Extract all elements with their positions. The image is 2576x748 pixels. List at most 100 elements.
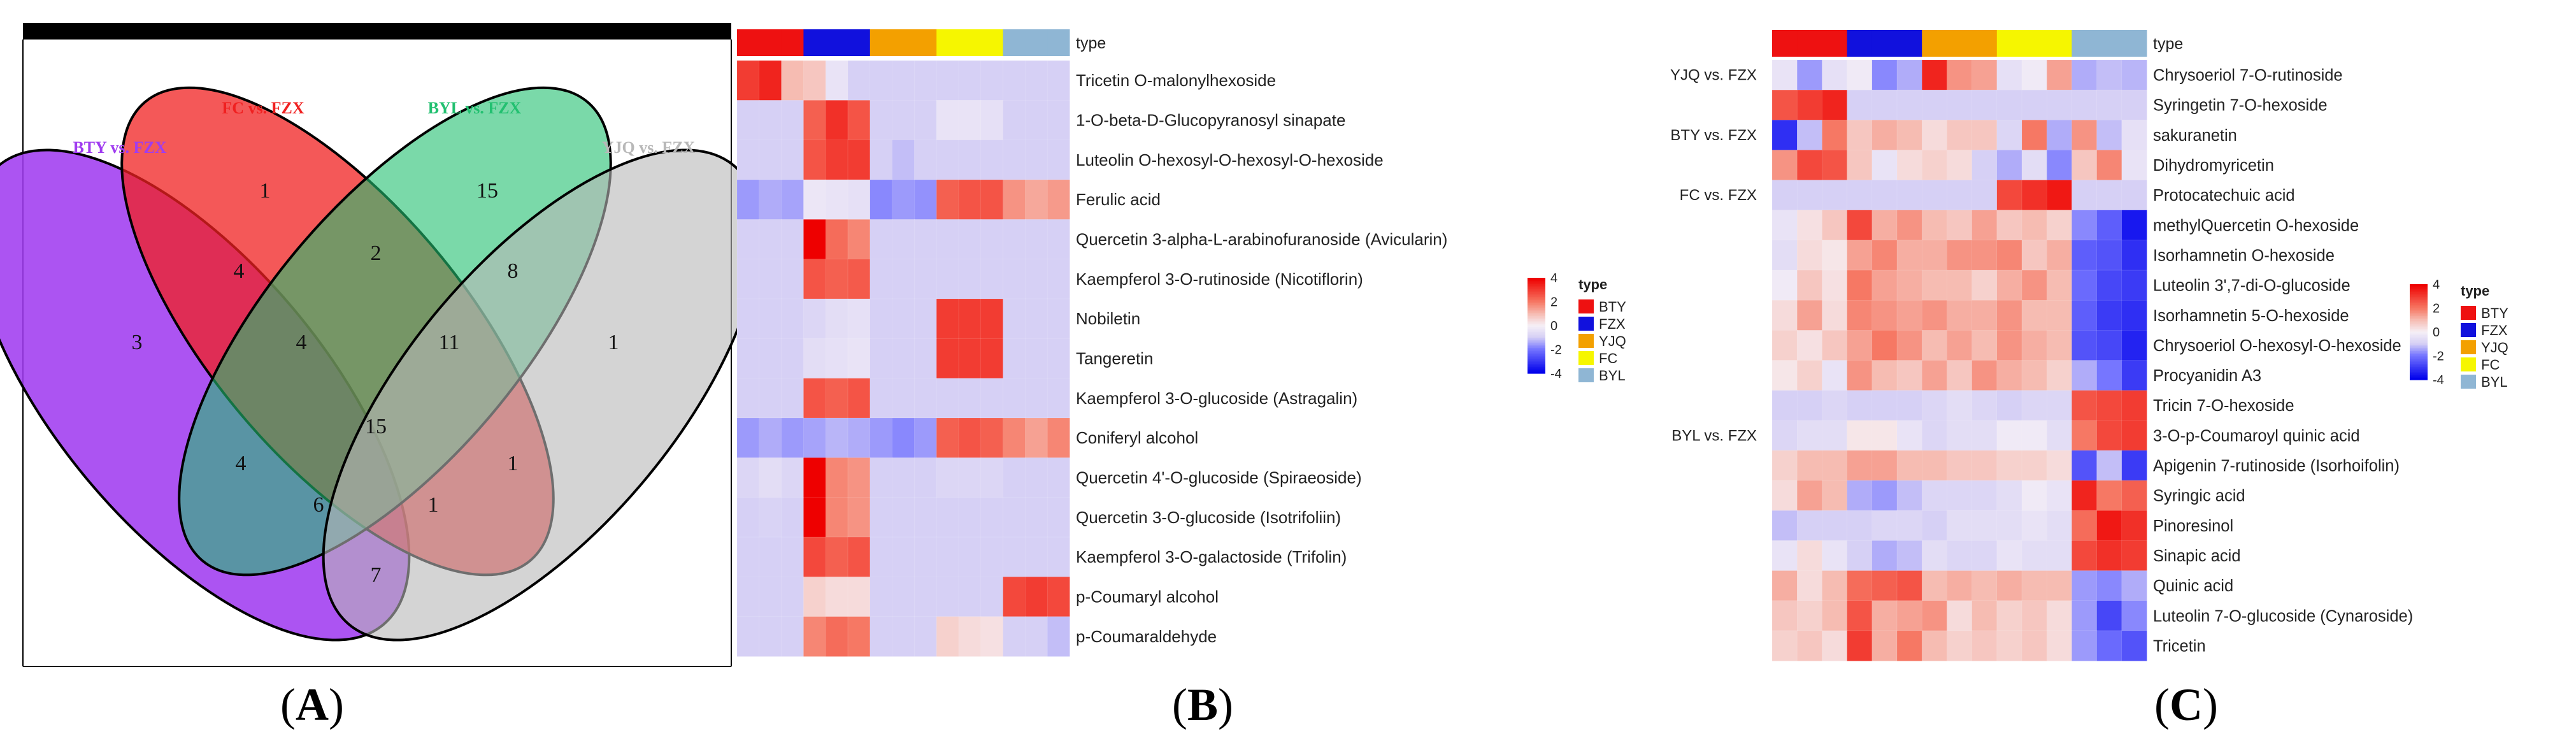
heatmap-cell — [1847, 510, 1873, 542]
heatmap-cell — [2121, 600, 2147, 631]
heatmap-cell — [1847, 120, 1873, 151]
heatmap-row: Sinapic acid — [1771, 540, 2241, 572]
colorbar-step — [1528, 367, 1545, 370]
heatmap-cell — [892, 378, 915, 419]
colorbar-step — [1528, 340, 1545, 342]
row-group-fc-vs-fzx: FC vs. FZX — [1680, 187, 1757, 204]
heatmap-cell — [2096, 59, 2122, 90]
colorbar-step — [1528, 320, 1545, 323]
heatmap-cell — [914, 378, 937, 419]
colorbar-tick: -4 — [2433, 373, 2444, 387]
heatmap-cell — [980, 616, 1004, 657]
heatmap-cell — [958, 60, 982, 101]
heatmap-cell — [781, 60, 805, 101]
colorbar-step — [2410, 301, 2428, 304]
heatmap-cell — [2096, 540, 2122, 572]
heatmap-cell — [759, 497, 782, 538]
colorbar-step — [2410, 351, 2428, 354]
heatmap-cell — [2021, 210, 2047, 241]
heatmap-cell — [1847, 59, 1873, 90]
heatmap-cell — [1822, 600, 1848, 631]
heatmap-cell — [2121, 150, 2147, 181]
heatmap-row: Quercetin 4'-O-glucoside (Spiraeoside) — [736, 457, 1362, 498]
heatmap-cell — [1947, 270, 1973, 301]
heatmap-cell — [803, 100, 826, 141]
heatmap-cell — [1822, 210, 1848, 241]
heatmap-cell — [1921, 240, 1948, 271]
heatmap-cell — [1796, 600, 1823, 631]
heatmap-cell — [1871, 570, 1898, 601]
heatmap-cell — [2046, 450, 2073, 481]
row-label-coniferyl-alcohol: Coniferyl alcohol — [1076, 428, 1198, 447]
heatmap-cell — [914, 179, 937, 220]
heatmap-cell — [936, 298, 959, 340]
heatmap-cell — [1871, 240, 1898, 271]
heatmap-cell — [1822, 360, 1848, 391]
type-cell-byl — [2096, 30, 2122, 57]
row-label-p-coumaryl-alcohol: p-Coumaryl alcohol — [1076, 587, 1219, 607]
heatmap-cell — [736, 100, 760, 141]
heatmap-cell — [2096, 240, 2122, 271]
heatmap-cell — [936, 497, 959, 538]
heatmap-cell — [803, 378, 826, 419]
heatmap-cell — [1796, 420, 1823, 451]
heatmap-cell — [936, 219, 959, 260]
colorbar-step — [1528, 317, 1545, 320]
heatmap-cell — [1025, 219, 1048, 260]
heatmap-cell — [2046, 150, 2073, 181]
colorbar-step — [1528, 326, 1545, 328]
heatmap-cell — [958, 219, 982, 260]
heatmap-cell — [736, 536, 760, 578]
colorbar-tick: 4 — [1550, 271, 1557, 285]
heatmap-cell — [759, 60, 782, 101]
heatmap-cell — [1047, 536, 1070, 578]
heatmap-cell — [2046, 540, 2073, 572]
heatmap-cell — [1871, 330, 1898, 361]
heatmap-cell — [1871, 450, 1898, 481]
heatmap-cell — [1771, 390, 1798, 421]
colorbar-step — [2410, 335, 2428, 338]
heatmap-cell — [914, 259, 937, 299]
heatmap-cell — [1947, 540, 1973, 572]
heatmap-row: Chrysoeriol 7-O-rutinoside — [1771, 59, 2343, 90]
heatmap-cell — [2096, 330, 2122, 361]
colorbar-step — [1528, 346, 1545, 349]
heatmap-cell — [1771, 120, 1798, 151]
heatmap-cell — [847, 417, 871, 459]
heatmap-cell — [781, 140, 805, 180]
legend-swatch-bty — [1578, 299, 1594, 313]
heatmap-cell — [2021, 600, 2047, 631]
type-cell-bty — [781, 29, 804, 56]
heatmap-cell — [1947, 450, 1973, 481]
heatmap-cell — [1947, 150, 1973, 181]
heatmap-cell — [1896, 299, 1922, 331]
venn-count-fc-byl: 2 — [371, 241, 382, 265]
heatmap-cell — [1996, 240, 2022, 271]
heatmap-cell — [869, 179, 893, 220]
colorbar-step — [2410, 308, 2428, 310]
heatmap-cell — [2072, 59, 2098, 90]
venn-count-fc-byl-yjq: 11 — [439, 331, 460, 354]
heatmap-cell — [958, 536, 982, 578]
venn-count-bty-byl-yjq: 6 — [313, 493, 324, 517]
colorbar-step — [2410, 287, 2428, 290]
venn-panel: BTY vs. FZX FC vs. FZX BYL vs. FZX YJQ vs. … — [0, 23, 761, 667]
heatmap-cell — [1971, 450, 1998, 481]
heatmap-cell — [2021, 89, 2047, 121]
heatmap-cell — [2021, 360, 2047, 391]
type-cell-bty — [1797, 30, 1822, 57]
heatmap-cell — [1047, 219, 1070, 260]
heatmap-cell — [914, 616, 937, 657]
heatmap-cell — [1047, 457, 1070, 498]
heatmap-cell — [914, 417, 937, 459]
heatmap-row: Syringetin 7-O-hexoside — [1771, 89, 2328, 121]
heatmap-cell — [847, 616, 871, 657]
heatmap-cell — [1921, 510, 1948, 542]
heatmap-cell — [2072, 270, 2098, 301]
heatmap-cell — [1047, 100, 1070, 141]
heatmap-cell — [1796, 59, 1823, 90]
heatmap-cell — [781, 219, 805, 260]
heatmap-cell — [759, 259, 782, 299]
heatmap-cell — [736, 140, 760, 180]
